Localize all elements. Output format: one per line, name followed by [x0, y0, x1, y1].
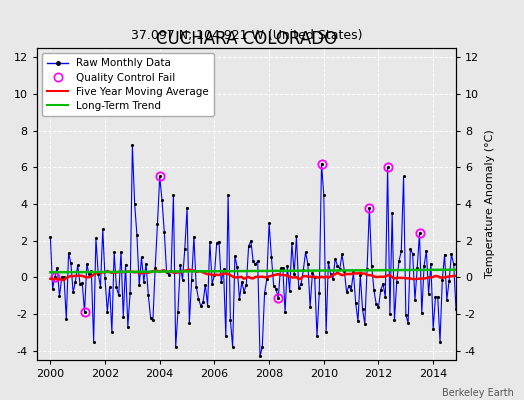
- Text: Berkeley Earth: Berkeley Earth: [442, 388, 514, 398]
- Title: CUCHARA COLORADO: CUCHARA COLORADO: [156, 30, 337, 48]
- Legend: Raw Monthly Data, Quality Control Fail, Five Year Moving Average, Long-Term Tren: Raw Monthly Data, Quality Control Fail, …: [42, 53, 214, 116]
- Text: 37.097 N, 104.921 W (United States): 37.097 N, 104.921 W (United States): [130, 29, 362, 42]
- Y-axis label: Temperature Anomaly (°C): Temperature Anomaly (°C): [485, 130, 495, 278]
